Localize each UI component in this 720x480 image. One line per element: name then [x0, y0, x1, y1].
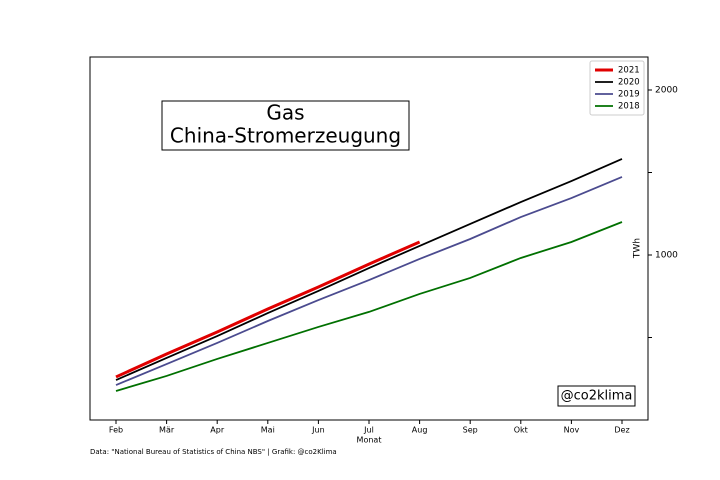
x-tick-label: Aug	[412, 426, 428, 435]
x-tick-label: Okt	[514, 426, 528, 435]
title-box	[161, 100, 410, 151]
x-tick-label: Jul	[363, 426, 374, 435]
x-tick-label: Mär	[159, 426, 175, 435]
y-axis-label: TWh	[633, 238, 643, 259]
legend-label: 2019	[618, 90, 640, 100]
y-tick-label: 2000	[655, 86, 678, 96]
legend-label: 2020	[618, 78, 640, 88]
x-tick-label: Dez	[614, 426, 629, 435]
legend-box	[589, 60, 645, 116]
footer: Data: "National Bureau of Statistics of …	[90, 448, 337, 456]
chart-title: Gas	[266, 101, 304, 125]
chart-subtitle: China-Stromerzeugung	[170, 124, 401, 148]
line-series	[115, 221, 623, 392]
legend-label: 2021	[618, 66, 640, 76]
annotation-box	[557, 385, 636, 407]
line-series	[115, 176, 623, 386]
legend-label: 2018	[618, 102, 640, 112]
x-tick-label: Mai	[261, 426, 275, 435]
x-tick-label: Apr	[210, 426, 225, 435]
line-series	[115, 158, 623, 381]
line-series	[115, 240, 421, 379]
x-tick-label: Nov	[564, 426, 580, 435]
x-axis-label: Monat	[357, 436, 382, 445]
annotation: @co2klima	[561, 389, 633, 404]
x-tick-label: Jun	[311, 426, 325, 435]
x-tick-label: Sep	[463, 426, 478, 435]
y-tick-label: 1000	[655, 251, 678, 261]
x-tick-label: Feb	[109, 426, 123, 435]
